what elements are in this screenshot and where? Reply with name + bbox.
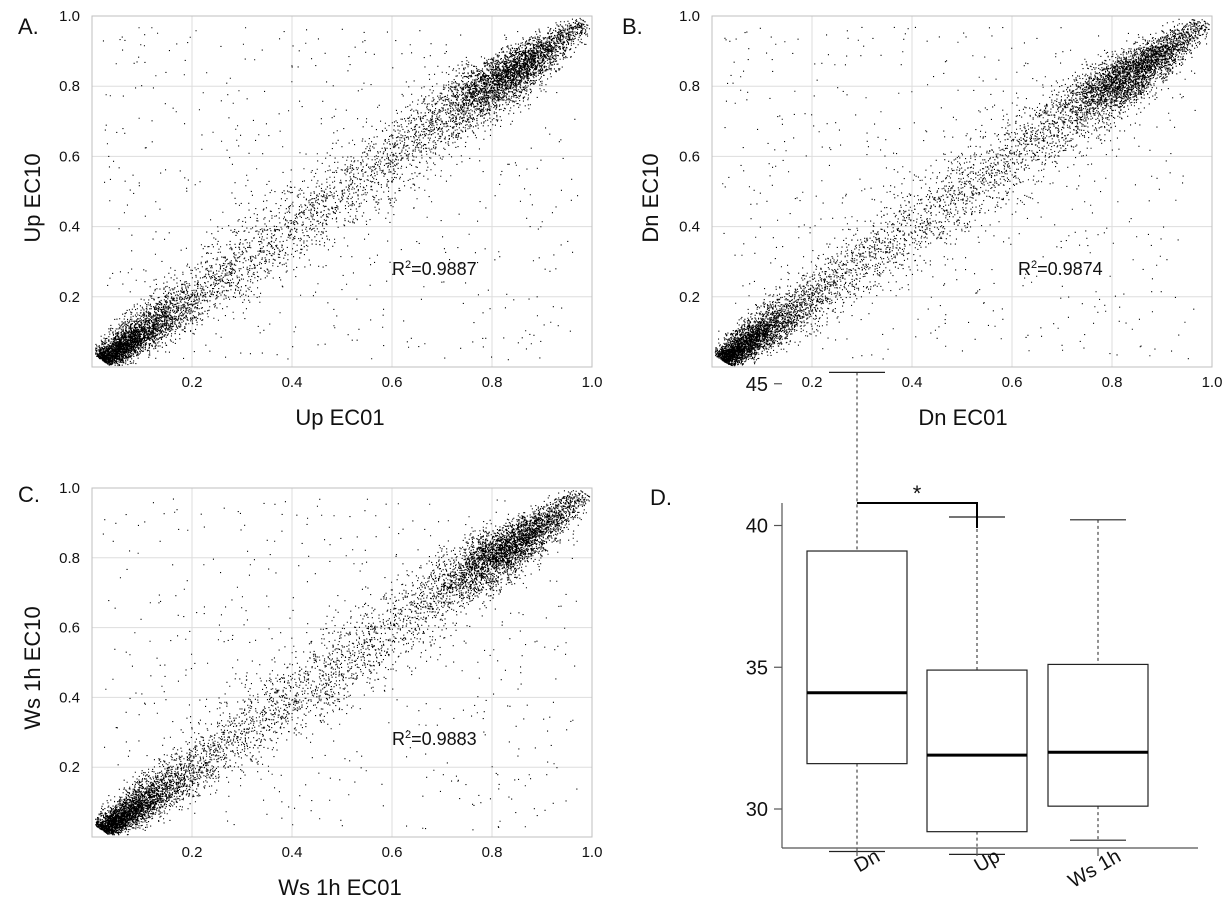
x-tick-label: 0.4 — [282, 844, 303, 861]
scatter-points — [95, 490, 591, 836]
tick-labels: 0.2 0.4 0.6 0.8 1.0 0.2 0.4 0.6 0.8 1.0 — [59, 8, 602, 391]
x-tick-label: 1.0 — [582, 374, 603, 391]
x-tick-label: 1.0 — [1202, 374, 1223, 391]
y-tick-label: 45 — [746, 374, 768, 396]
y-tick-label: 0.2 — [59, 759, 80, 776]
x-axis-label-a: Up EC01 — [295, 405, 384, 430]
panel-label-a: A. — [18, 14, 39, 39]
y-tick-label: 40 — [746, 516, 768, 538]
y-tick-label: 1.0 — [679, 8, 700, 25]
x-axis-label-b: Dn EC01 — [918, 405, 1007, 430]
y-tick-label: 35 — [746, 657, 768, 679]
x-tick-label: 0.4 — [902, 374, 923, 391]
x-tick-label: 0.2 — [802, 374, 823, 391]
scatter-points — [95, 17, 590, 367]
y-tick-label: 30 — [746, 799, 768, 821]
boxplot-panel-d: D. 30 35 40 45 Dn Up Ws 1h * — [650, 371, 1198, 893]
x-tick-label: Dn — [851, 845, 884, 877]
x-tick-label: 0.8 — [482, 374, 503, 391]
significance-star: * — [913, 481, 922, 506]
r2-annotation-a: R2=0.9887 — [392, 259, 477, 279]
scatter-point-cloud — [95, 17, 590, 367]
x-tick-label: 0.4 — [282, 374, 303, 391]
x-axis-label-c: Ws 1h EC01 — [278, 875, 402, 900]
panel-label-d: D. — [650, 485, 672, 510]
x-tick-label: Ws 1h — [1065, 845, 1125, 892]
y-tick-label: 1.0 — [59, 480, 80, 497]
plot-frame — [91, 487, 593, 838]
box-iqr — [1047, 663, 1149, 807]
box-dn: Dn — [806, 371, 908, 877]
scatter-points — [714, 18, 1210, 367]
tick-labels: 0.2 0.4 0.6 0.8 1.0 0.2 0.4 0.6 0.8 1.0 — [679, 8, 1222, 391]
y-tick-label: 0.8 — [59, 550, 80, 567]
y-tick-label: 0.6 — [59, 620, 80, 637]
y-axis-label-a: Up EC10 — [20, 153, 45, 242]
scatter-panel-c: C. Ws 1h EC01 Ws 1h EC10 R2=0.9883 0.2 0.… — [18, 480, 602, 900]
y-tick-label: 0.6 — [679, 148, 700, 165]
x-tick-label: 0.2 — [182, 844, 203, 861]
plot-frame — [711, 15, 1213, 368]
box-up: Up — [926, 516, 1028, 877]
y-axis-label-b: Dn EC10 — [638, 153, 663, 242]
x-tick-label: 0.6 — [382, 844, 403, 861]
x-tick-label: 0.2 — [182, 374, 203, 391]
x-tick-label: Up — [971, 845, 1004, 877]
y-tick-label: 0.8 — [59, 78, 80, 95]
r2-annotation-c: R2=0.9883 — [392, 729, 477, 749]
box-iqr — [806, 550, 908, 765]
y-tick-label: 0.4 — [59, 689, 80, 706]
y-tick-label: 0.6 — [59, 148, 80, 165]
scatter-point-cloud — [714, 18, 1210, 367]
y-axis-label-c: Ws 1h EC10 — [20, 606, 45, 730]
panel-label-c: C. — [18, 482, 40, 507]
y-tick-label: 0.4 — [59, 219, 80, 236]
box-ws-1h: Ws 1h — [1047, 519, 1149, 893]
panel-label-b: B. — [622, 14, 643, 39]
x-tick-label: 0.8 — [1102, 374, 1123, 391]
bracket-line — [857, 502, 978, 528]
scatter-panel-b: B. Dn EC01 Dn EC10 R2=0.9874 0.2 0.4 0.6 0.… — [622, 8, 1222, 430]
box-iqr — [926, 669, 1028, 833]
plot-frame — [91, 15, 593, 368]
significance-bracket: * — [857, 481, 978, 528]
x-tick-label: 0.6 — [1002, 374, 1023, 391]
scatter-point-cloud — [95, 490, 591, 836]
y-tick-label: 0.8 — [679, 78, 700, 95]
y-tick-label: 1.0 — [59, 8, 80, 25]
x-tick-label: 1.0 — [582, 844, 603, 861]
r2-annotation-b: R2=0.9874 — [1018, 259, 1103, 279]
x-tick-label: 0.8 — [482, 844, 503, 861]
x-tick-label: 0.6 — [382, 374, 403, 391]
scatter-panel-a: A. Up EC01 Up EC10 R2=0.9887 0.2 0.4 0.6 0.… — [18, 8, 602, 430]
y-tick-label: 0.2 — [59, 289, 80, 306]
y-tick-label: 0.2 — [679, 289, 700, 306]
y-tick-label: 0.4 — [679, 219, 700, 236]
tick-labels: 0.2 0.4 0.6 0.8 1.0 0.2 0.4 0.6 0.8 1.0 — [59, 480, 602, 861]
